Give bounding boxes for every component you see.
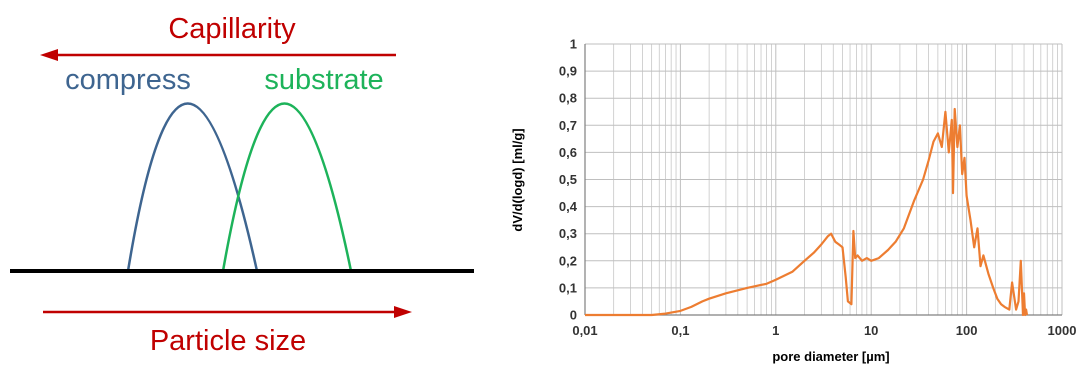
y-axis-title: dV/d(logd) [ml/g]	[510, 128, 525, 231]
y-tick-label: 0,7	[559, 118, 577, 133]
y-tick-label: 0,8	[559, 91, 577, 106]
schematic-panel: Capillarity compress substrate Particle …	[0, 0, 490, 369]
y-tick-label: 0,5	[559, 172, 577, 187]
series-layer	[585, 107, 1029, 317]
pore-size-chart: 0,01 0,1 1 10 100 1000 0 0,1 0,2 0,3 0,4 0,5 0,6 0,7 0…	[510, 37, 1077, 365]
schematic-svg: Capillarity compress substrate Particle …	[10, 13, 474, 357]
particle-size-label: Particle size	[150, 325, 306, 357]
x-tick-label: 10	[864, 323, 878, 338]
y-tick-label: 0,3	[559, 226, 577, 241]
x-tick-label: 0,01	[572, 323, 597, 338]
y-tick-label: 0,1	[559, 280, 577, 295]
pore-distribution-series-line	[585, 107, 1029, 317]
x-tick-label: 1	[772, 323, 779, 338]
capillarity-label: Capillarity	[168, 13, 296, 45]
y-tick-label: 1	[570, 37, 577, 52]
y-tick-label: 0,6	[559, 145, 577, 160]
pore-chart-panel: 0,01 0,1 1 10 100 1000 0 0,1 0,2 0,3 0,4 0,5 0,6 0,7 0…	[490, 0, 1087, 369]
y-tick-label: 0,2	[559, 253, 577, 268]
grid-layer	[584, 43, 1063, 316]
particle-size-arrow-head	[394, 306, 412, 318]
compress-distribution-curve	[126, 102, 259, 272]
x-tick-label: 1000	[1048, 323, 1077, 338]
axis-layer	[584, 44, 1062, 316]
y-tick-label: 0,4	[559, 199, 578, 214]
compress-label: compress	[65, 64, 191, 96]
capillarity-arrow-head	[40, 49, 58, 61]
x-axis-title: pore diameter [µm]	[772, 349, 889, 364]
x-tick-label: 100	[956, 323, 978, 338]
y-tick-label: 0,9	[559, 64, 577, 79]
substrate-label: substrate	[264, 64, 383, 96]
substrate-distribution-curve	[221, 102, 353, 272]
x-tick-label: 0,1	[671, 323, 689, 338]
y-tick-label: 0	[570, 308, 577, 323]
tick-label-layer: 0,01 0,1 1 10 100 1000 0 0,1 0,2 0,3 0,4 0,5 0,6 0,7 0…	[559, 37, 1077, 339]
